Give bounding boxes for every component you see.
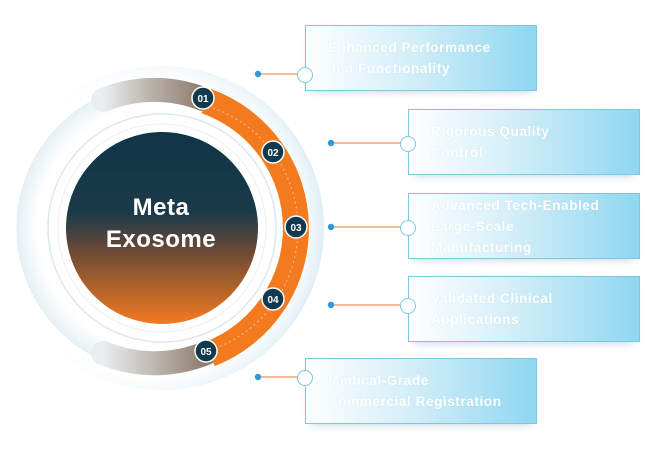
step-card-notch-1 [297,67,313,83]
arc-top-band [91,77,215,112]
center-title-line2: Exosome [105,226,217,253]
connector-start-dot-5 [254,373,262,381]
step-card-text-4-line-1: Validated Clinical [431,291,553,306]
step-badge-label-1: 01 [197,94,209,105]
step-card-notch-5 [297,370,313,386]
step-badge-5 [194,339,218,363]
step-badge-label-4: 04 [267,295,279,306]
step-card-text-1-line-1: Enhanced Performance [328,40,491,55]
connector-start-dot-1 [254,70,262,78]
center-title-line1: Meta [132,194,190,221]
connector-start-dot-3 [327,223,335,231]
step-badge-label-2: 02 [267,148,279,159]
step-badge-3 [284,215,308,239]
step-card-notch-4 [400,298,416,314]
step-badge-label-5: 05 [200,347,212,358]
step-card-text-4-line-2: Applications [431,312,520,327]
step-card-1: Enhanced Performance and Functionality [297,25,537,91]
step-card-notch-3 [400,220,416,236]
connector-start-dot-2 [327,139,335,147]
step-badge-1 [191,86,215,110]
step-card-notch-2 [400,136,416,152]
step-card-text-5-line-1: Medical-Grade [328,373,429,388]
step-card-2: Rigorous Quality Control [400,109,640,175]
arc-bottom-band [91,341,218,376]
step-card-text-5-line-2: Commercial Registration [328,394,502,409]
step-badge-2 [261,140,285,164]
step-card-4: Validated Clinical Applications [400,276,640,342]
step-card-text-1-line-2: and Functionality [328,61,450,76]
connector-start-dot-4 [327,301,335,309]
step-badge-label-3: 03 [290,223,302,234]
step-card-text-3-line-3: Manufacturing [431,239,532,255]
badges: 01 02 03 04 05 [191,86,308,363]
step-card-5: Medical-Grade Commercial Registration [297,358,537,424]
core-circle [66,132,258,324]
step-card-text-3-line-1: Advanced Tech-Enabled [431,197,600,213]
center-title: Meta Exosome [83,192,239,256]
inner-ring-line [57,123,267,333]
step-card-text-2-line-1: Rigorous Quality [431,124,550,139]
step-card-text-3-line-2: Large-Scale [431,218,515,234]
step-badge-4 [261,287,285,311]
step-card-3: Advanced Tech-Enabled Large-Scale Manufact… [400,193,640,259]
step-card-text-2-line-2: Control [431,145,484,160]
